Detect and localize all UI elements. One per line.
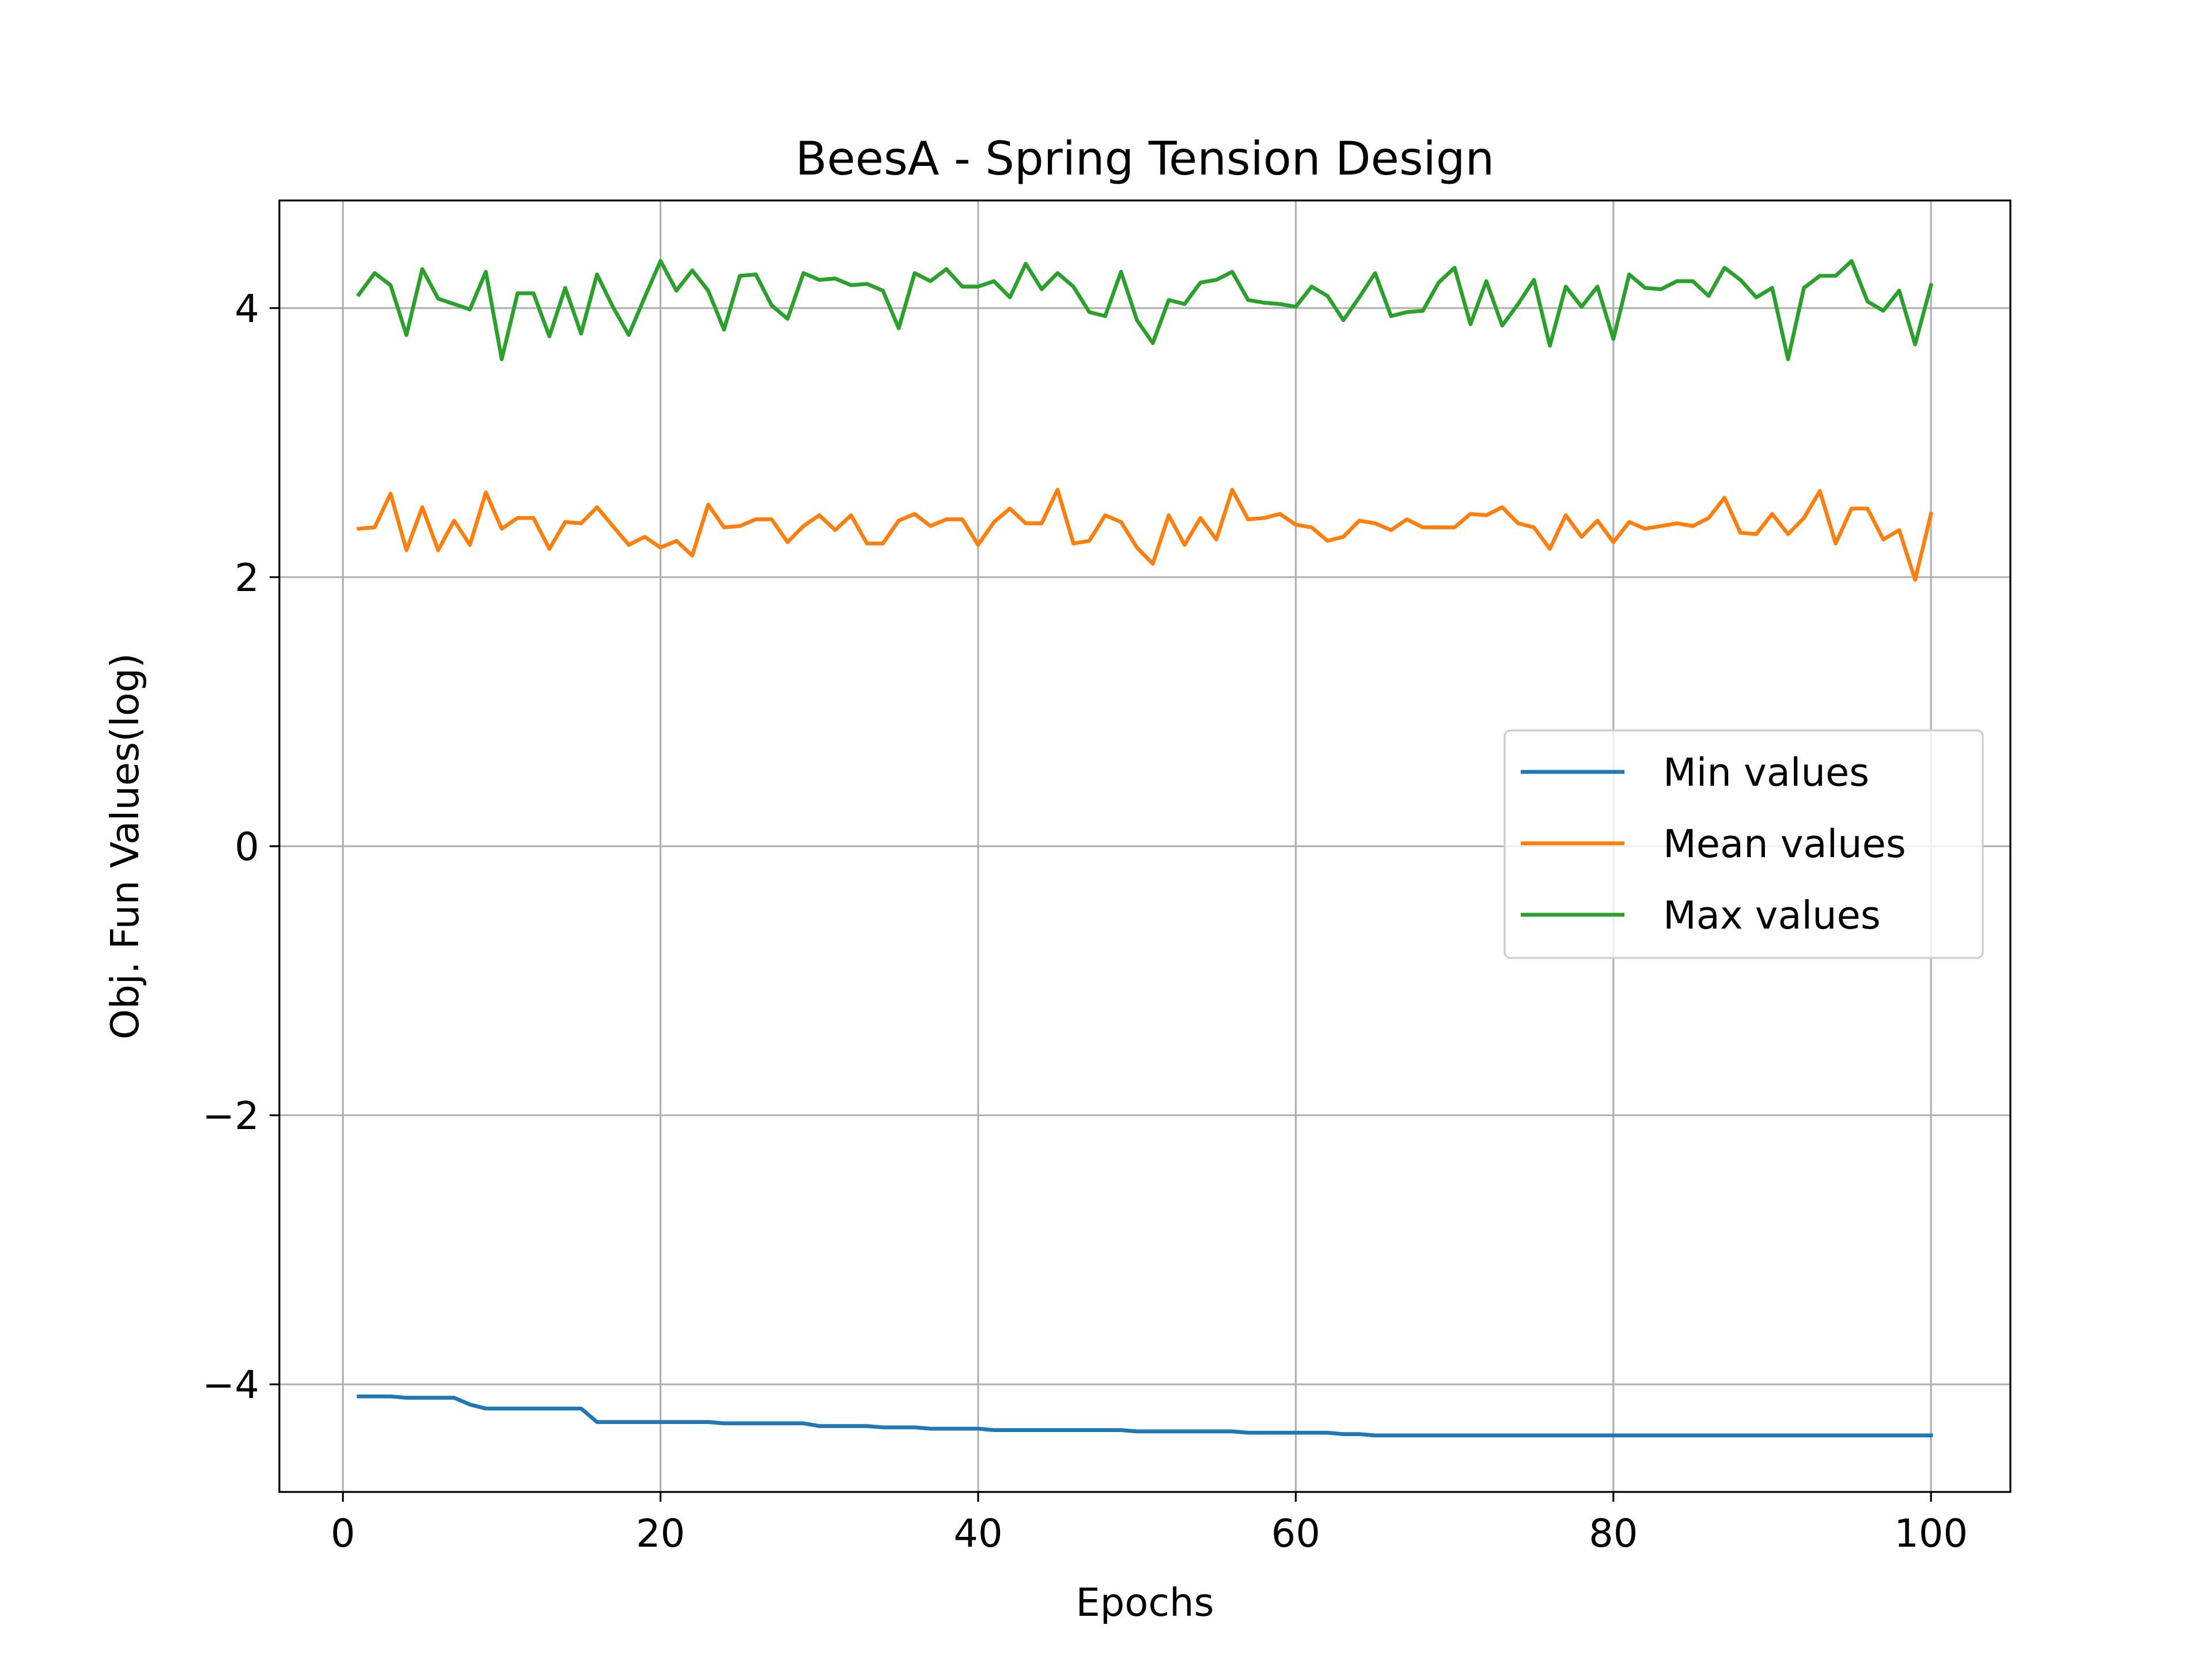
legend: Min values Mean values Max values <box>1503 729 1984 959</box>
y-tick-label: −2 <box>202 1093 259 1138</box>
x-axis-label: Epochs <box>1075 1580 1214 1625</box>
legend-box <box>1503 729 1984 959</box>
y-tick-label: 4 <box>234 286 259 331</box>
x-tick-label: 80 <box>1589 1511 1638 1556</box>
y-tick-label: −4 <box>202 1362 259 1407</box>
x-tick-label: 100 <box>1894 1511 1968 1556</box>
legend-label: Max values <box>1663 893 1881 938</box>
y-tick-label: 2 <box>234 555 259 600</box>
legend-label: Mean values <box>1663 821 1906 866</box>
series-line-max-values <box>356 259 1934 361</box>
y-axis-ticks: −4 −2 0 2 4 <box>202 286 279 1407</box>
y-axis-label: Obj. Fun Values(log) <box>103 653 147 1040</box>
series-line-min-values <box>357 1394 1933 1438</box>
x-axis-ticks: 0 20 40 60 80 100 <box>331 1492 1968 1556</box>
x-tick-label: 40 <box>953 1511 1002 1556</box>
x-tick-label: 0 <box>331 1511 355 1556</box>
series-lines <box>356 259 1934 1438</box>
x-tick-label: 20 <box>636 1511 685 1556</box>
grid <box>279 200 2010 1492</box>
series-line-mean-values <box>357 487 1934 582</box>
x-tick-label: 60 <box>1271 1511 1320 1556</box>
y-tick-label: 0 <box>234 824 259 869</box>
chart-title: BeesA - Spring Tension Design <box>796 132 1494 185</box>
legend-label: Min values <box>1663 750 1869 795</box>
